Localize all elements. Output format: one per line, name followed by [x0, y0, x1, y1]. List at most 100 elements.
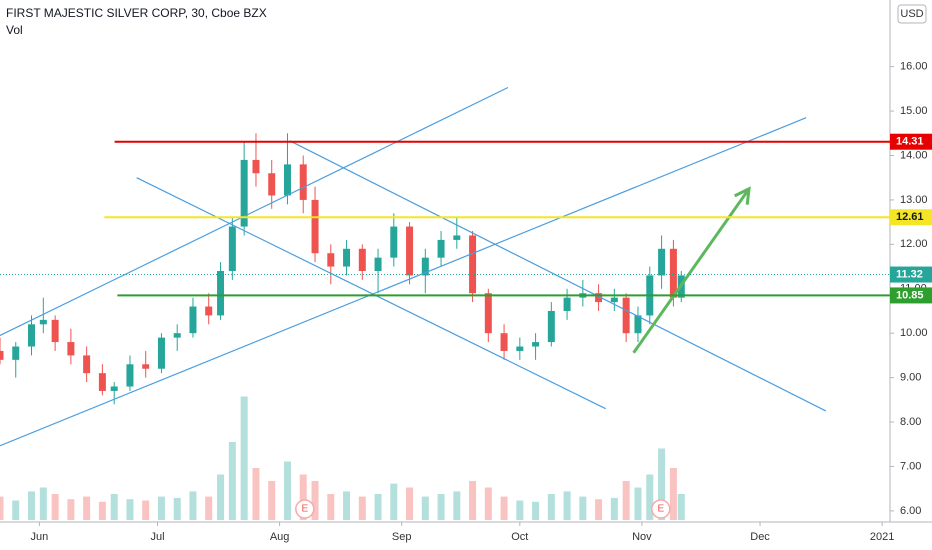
volume-bar — [453, 491, 461, 520]
candle-body — [610, 297, 618, 303]
volume-bar — [51, 494, 59, 520]
volume-bar — [98, 501, 106, 520]
price-label-bg — [890, 266, 932, 283]
candle-body — [157, 337, 165, 369]
volume-bar — [622, 481, 630, 520]
candle-body — [358, 248, 366, 271]
candle-body — [327, 253, 335, 267]
x-tick-label: Jun — [31, 531, 49, 543]
price-label-bg — [890, 209, 932, 226]
volume-bar — [157, 496, 165, 520]
candle-body — [390, 226, 398, 258]
y-tick-label: 7.00 — [900, 460, 921, 472]
volume-bar — [658, 448, 666, 520]
y-tick-label: 16.00 — [900, 61, 928, 73]
x-tick-label: 2021 — [870, 531, 894, 543]
candle-body — [51, 319, 59, 343]
event-label: E — [657, 504, 664, 515]
candle-body — [622, 297, 630, 334]
candle-body — [252, 159, 260, 174]
candle-body — [311, 199, 319, 254]
volume-bar — [28, 491, 36, 520]
volume-bar — [579, 496, 587, 520]
y-tick-label: 13.00 — [900, 194, 928, 206]
chart-title: FIRST MAJESTIC SILVER CORP, 30, Cboe BZX — [6, 6, 267, 20]
subtitle: Vol — [6, 23, 23, 37]
volume-bar — [142, 500, 150, 520]
event-marker — [295, 499, 315, 519]
candle-body — [98, 373, 106, 391]
volume-bar — [252, 468, 260, 520]
x-tick-label: Nov — [632, 531, 652, 543]
candle-body — [299, 164, 307, 200]
volume-bar — [311, 481, 319, 520]
volume-bar — [634, 487, 642, 520]
candle-body — [437, 239, 445, 258]
candle-body — [142, 364, 150, 369]
volume-bar — [646, 474, 654, 520]
volume-bar — [595, 499, 603, 520]
x-tick-label: Oct — [511, 531, 528, 543]
price-label: 14.31 — [896, 136, 924, 148]
volume-bar — [532, 501, 540, 520]
volume-bar — [421, 496, 429, 520]
volume-bar — [0, 496, 4, 520]
candle-body — [217, 270, 225, 316]
volume-bar — [217, 474, 225, 520]
candle-body — [547, 310, 555, 343]
candle-body — [500, 333, 508, 351]
volume-bar — [240, 396, 248, 520]
y-tick-label: 8.00 — [900, 416, 921, 428]
volume-bar — [500, 496, 508, 520]
volume-bar — [677, 494, 685, 520]
y-tick-label: 9.00 — [900, 372, 921, 384]
x-tick-label: Aug — [270, 531, 290, 543]
volume-bar — [610, 497, 618, 520]
candle-body — [421, 257, 429, 276]
volume-bar — [205, 496, 213, 520]
volume-bar — [189, 491, 197, 520]
y-tick-label: 14.00 — [900, 149, 928, 161]
currency-button[interactable] — [897, 4, 927, 24]
candle-body — [205, 306, 213, 316]
candle-body — [268, 173, 276, 196]
currency[interactable]: USD — [900, 8, 923, 20]
candle-body — [0, 350, 4, 360]
candle-body — [110, 386, 118, 391]
volume-bar — [12, 500, 20, 520]
candle-body — [39, 319, 47, 325]
volume-bar — [406, 487, 414, 520]
arrow — [632, 187, 751, 354]
x-tick-label: Jul — [150, 531, 164, 543]
price-label: 12.61 — [896, 211, 924, 223]
candle-body — [12, 346, 20, 360]
y-tick-label: 12.00 — [900, 238, 928, 250]
candle-body — [283, 164, 291, 196]
volume-bar — [390, 483, 398, 520]
candle-body — [595, 293, 603, 303]
candle-body — [532, 342, 540, 347]
candle-body — [83, 355, 91, 374]
volume-bar — [547, 494, 555, 520]
price-label: 11.32 — [896, 268, 923, 280]
volume-bar — [173, 497, 181, 520]
volume-bar — [469, 481, 477, 520]
volume-bar — [110, 494, 118, 520]
price-label-bg — [890, 133, 932, 150]
volume-bar — [484, 487, 492, 520]
volume-bar — [358, 496, 366, 520]
candle-body — [453, 235, 461, 240]
volume-bar — [283, 461, 291, 520]
candle-body — [343, 248, 351, 267]
price-label: 10.85 — [896, 289, 924, 301]
candle-body — [469, 235, 477, 294]
candle-body — [173, 333, 181, 338]
event-label: E — [301, 504, 308, 515]
volume-bar — [268, 481, 276, 520]
y-tick-label: 10.00 — [900, 327, 928, 339]
volume-bar — [228, 442, 236, 520]
candle-body — [406, 226, 414, 276]
volume-bar — [83, 496, 91, 520]
candle-body — [484, 293, 492, 334]
